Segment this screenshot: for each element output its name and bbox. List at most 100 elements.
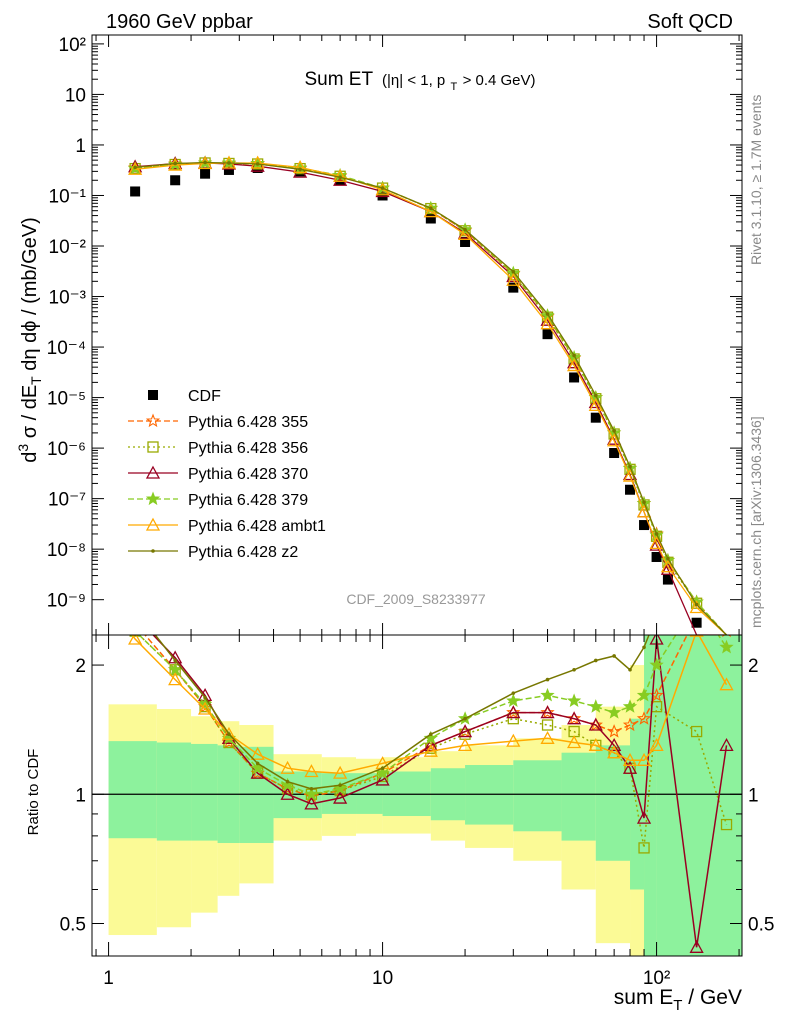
data-point (567, 358, 582, 372)
main-title-cut-pt-sub: T (451, 81, 458, 93)
ratio-point (506, 733, 521, 747)
legend-entry: Pythia 6.428 355 (128, 413, 308, 431)
ratio-point (606, 724, 622, 738)
ratio-series-5 (154, 588, 729, 791)
series-line (135, 162, 727, 636)
ratio-line (131, 635, 728, 774)
data-point (593, 393, 598, 398)
ratio-point (719, 738, 734, 752)
ratio-point (725, 629, 729, 633)
y-tick-label: 10⁻⁷ (48, 490, 86, 511)
ratio-y-tick-label-right: 2 (748, 656, 759, 677)
ratio-point (280, 786, 295, 800)
main-series-6 (133, 160, 727, 636)
ratio-point (309, 786, 314, 791)
ratio-point (457, 738, 473, 752)
main-plot-area (127, 155, 727, 636)
ratio-series-4 (128, 635, 734, 779)
ratio-point (588, 699, 603, 713)
ratio-point (636, 711, 652, 725)
ratio-point (168, 672, 183, 686)
y-tick-label: 10⁻⁶ (47, 439, 86, 460)
y-tick-label: 10² (59, 35, 86, 56)
ratio-point (197, 701, 213, 715)
data-point (506, 272, 521, 286)
data-point (425, 213, 436, 224)
ratio-point (720, 818, 733, 831)
data-point (639, 520, 650, 531)
y-tick-label: 10 (65, 85, 86, 106)
legend-label: Pythia 6.428 356 (188, 440, 308, 457)
ratio-point (636, 810, 652, 824)
data-point (588, 398, 603, 412)
data-point (625, 484, 636, 495)
ratio-point (129, 610, 141, 621)
data-point (540, 316, 555, 330)
ratio-point (250, 746, 265, 760)
legend-marker (145, 517, 161, 531)
ratio-line (154, 635, 650, 790)
band-bin (108, 741, 157, 839)
legend-entry: CDF (148, 388, 221, 405)
ratio-point (540, 730, 555, 744)
legend-label: Pythia 6.428 ambt1 (188, 518, 326, 535)
ratio-point (572, 667, 576, 672)
watermark: CDF_2009_S8233977 (346, 591, 486, 607)
ratio-point (719, 677, 734, 691)
ratio-point (649, 657, 664, 672)
ratio-point (506, 693, 521, 708)
data-point (377, 190, 388, 201)
ratio-point (689, 635, 704, 637)
band-bin (561, 752, 596, 841)
x-tick-label: 10 (372, 968, 393, 989)
ratio-point (338, 783, 342, 787)
ratio-point (607, 745, 622, 759)
ratio-point (333, 765, 348, 779)
legend-label: Pythia 6.428 370 (188, 466, 308, 483)
data-point (662, 574, 673, 585)
ratio-axis-ticks: 0.5 0.5 1 1 2 2 1 10 10² (60, 635, 774, 989)
legend-marker (145, 465, 161, 479)
legend-entry: Pythia 6.428 379 (128, 491, 308, 509)
data-point (666, 556, 670, 561)
ratio-point (612, 654, 616, 658)
ratio-point (375, 772, 390, 786)
y-tick-label: 10⁻⁴ (47, 338, 86, 359)
ratio-point (221, 726, 237, 740)
ratio-point (636, 687, 652, 702)
main-title: Sum ET (|η| < 1, p T > 0.4 GeV) (304, 69, 535, 95)
data-point (609, 448, 620, 459)
ratio-point (622, 760, 638, 774)
energy-label: 1960 GeV ppbar (106, 11, 253, 33)
y-tick-label: 10⁻⁹ (47, 591, 86, 612)
ratio-point (423, 738, 438, 752)
data-point (128, 161, 143, 175)
data-point (250, 155, 265, 169)
ratio-point (333, 790, 348, 804)
ratio-plot-area (92, 588, 742, 956)
ratio-point (588, 738, 603, 752)
ratio-point (380, 766, 385, 771)
legend-marker (145, 491, 161, 506)
band-bin (513, 760, 562, 832)
data-point (628, 464, 632, 469)
data-point (423, 204, 438, 218)
ratio-point (719, 639, 734, 654)
ratio-point (173, 658, 177, 663)
y-axis-label: d3 σ / dET dη dϕ / (mb/GeV) (15, 217, 44, 463)
legend-entry: Pythia 6.428 ambt1 (128, 517, 326, 535)
ratio-point (463, 716, 467, 721)
ratio-point (695, 588, 699, 592)
legend-marker (148, 390, 158, 400)
legend-entry: Pythia 6.428 z2 (128, 544, 298, 561)
data-point (380, 186, 385, 190)
data-point (694, 602, 699, 607)
band-bin (644, 635, 657, 956)
legend-label: CDF (188, 388, 221, 405)
ratio-point (423, 743, 438, 757)
ratio-point (638, 842, 650, 854)
legend-marker (145, 413, 161, 428)
data-point (508, 282, 519, 293)
y-tick-label: 10⁻¹ (49, 186, 87, 207)
ratio-point (628, 667, 632, 672)
